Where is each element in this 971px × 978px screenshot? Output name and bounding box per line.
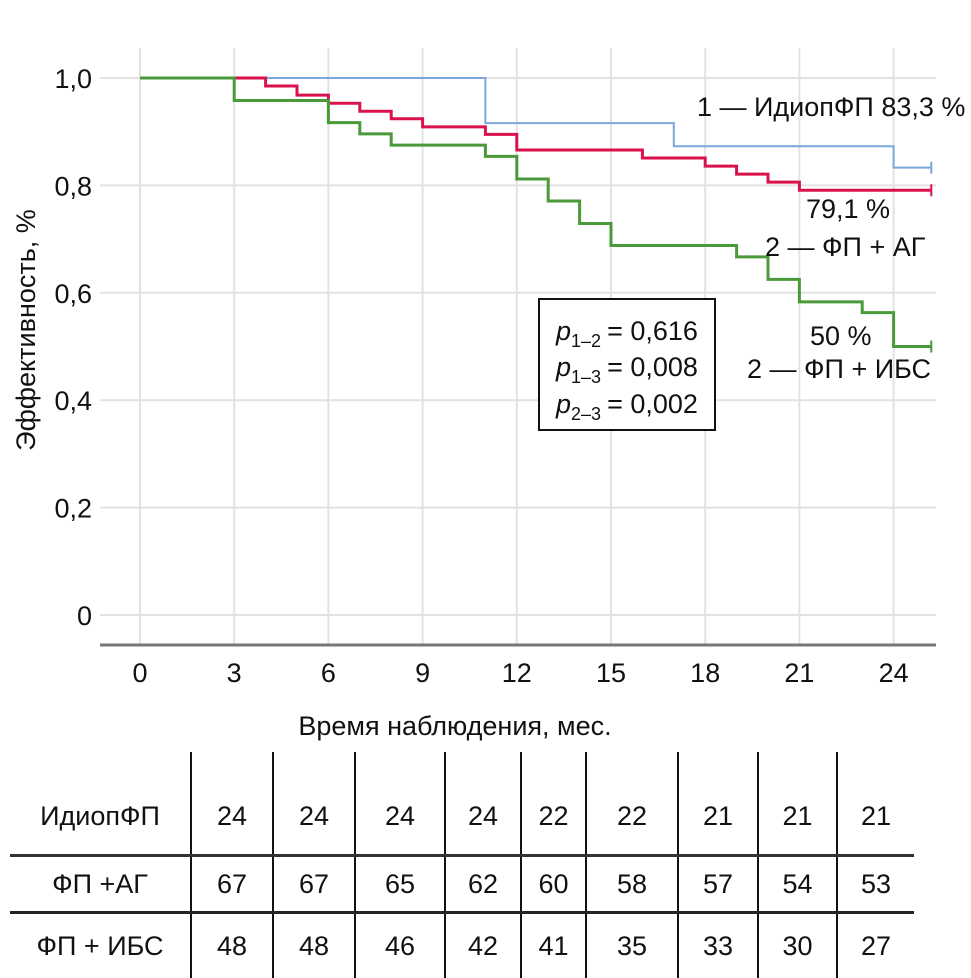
risk-cell: 41	[521, 913, 586, 978]
risk-row-label: ИдиопФП	[10, 752, 191, 856]
y-axis-title: Эффективность, %	[11, 209, 41, 451]
x-tick-label: 21	[784, 658, 814, 688]
risk-row-label: ФП + ИБС	[10, 913, 191, 978]
risk-cell: 65	[355, 856, 445, 913]
risk-cell: 54	[758, 856, 837, 913]
x-tick-label: 24	[879, 658, 909, 688]
risk-cell: 21	[837, 752, 914, 856]
risk-cell: 48	[191, 913, 273, 978]
annotation-fp-ibs-label: 2 — ФП + ИБС	[747, 354, 931, 384]
annotation-fp-ag-label: 2 — ФП + АГ	[765, 232, 926, 262]
risk-cell: 60	[521, 856, 586, 913]
risk-cell: 67	[191, 856, 273, 913]
x-axis-title: Время наблюдения, мес.	[298, 711, 611, 741]
x-tick-label: 3	[227, 658, 242, 688]
annotation-idiopfp: 1 — ИдиопФП 83,3 %	[697, 92, 965, 122]
x-tick-label: 15	[596, 658, 626, 688]
risk-cell: 62	[445, 856, 521, 913]
y-tick-label: 0	[77, 601, 92, 631]
y-tick-label: 0,6	[54, 279, 92, 309]
y-tick-label: 0,4	[54, 386, 92, 416]
p-value-box: p1–2= 0,616 p1–3= 0,008 p2–3= 0,002	[539, 299, 715, 430]
risk-cell: 57	[678, 856, 758, 913]
risk-cell: 46	[355, 913, 445, 978]
y-tick-label: 0,2	[54, 494, 92, 524]
annotation-fp-ag-percent: 79,1 %	[806, 194, 890, 224]
x-tick-label: 18	[690, 658, 720, 688]
x-tick-label: 6	[321, 658, 336, 688]
risk-cell: 67	[273, 856, 355, 913]
risk-cell: 22	[521, 752, 586, 856]
x-tick-label: 12	[502, 658, 532, 688]
risk-cell: 58	[586, 856, 678, 913]
y-tick-labels: 0 0,2 0,4 0,6 0,8 1,0	[54, 64, 92, 631]
x-tick-labels: 0 3 6 9 12 15 18 21 24	[132, 658, 908, 688]
risk-cell: 30	[758, 913, 837, 978]
annotation-fp-ibs-percent: 50 %	[810, 321, 872, 351]
y-tick-label: 1,0	[54, 64, 92, 94]
risk-cell: 33	[678, 913, 758, 978]
risk-cell: 24	[355, 752, 445, 856]
risk-cell: 24	[445, 752, 521, 856]
risk-cell: 35	[586, 913, 678, 978]
risk-cell: 24	[273, 752, 355, 856]
y-tick-label: 0,8	[54, 171, 92, 201]
risk-cell: 21	[758, 752, 837, 856]
risk-cell: 48	[273, 913, 355, 978]
risk-cell: 42	[445, 913, 521, 978]
risk-cell: 53	[837, 856, 914, 913]
kaplan-meier-chart: 0 3 6 9 12 15 18 21 24 0 0,2 0,4 0,6 0,8 1,0 Время на…	[0, 0, 971, 750]
risk-cell: 21	[678, 752, 758, 856]
risk-cell: 22	[586, 752, 678, 856]
x-tick-label: 0	[132, 658, 147, 688]
risk-row-label: ФП +АГ	[10, 856, 191, 913]
risk-cell: 27	[837, 913, 914, 978]
x-tick-label: 9	[415, 658, 430, 688]
risk-cell: 24	[191, 752, 273, 856]
